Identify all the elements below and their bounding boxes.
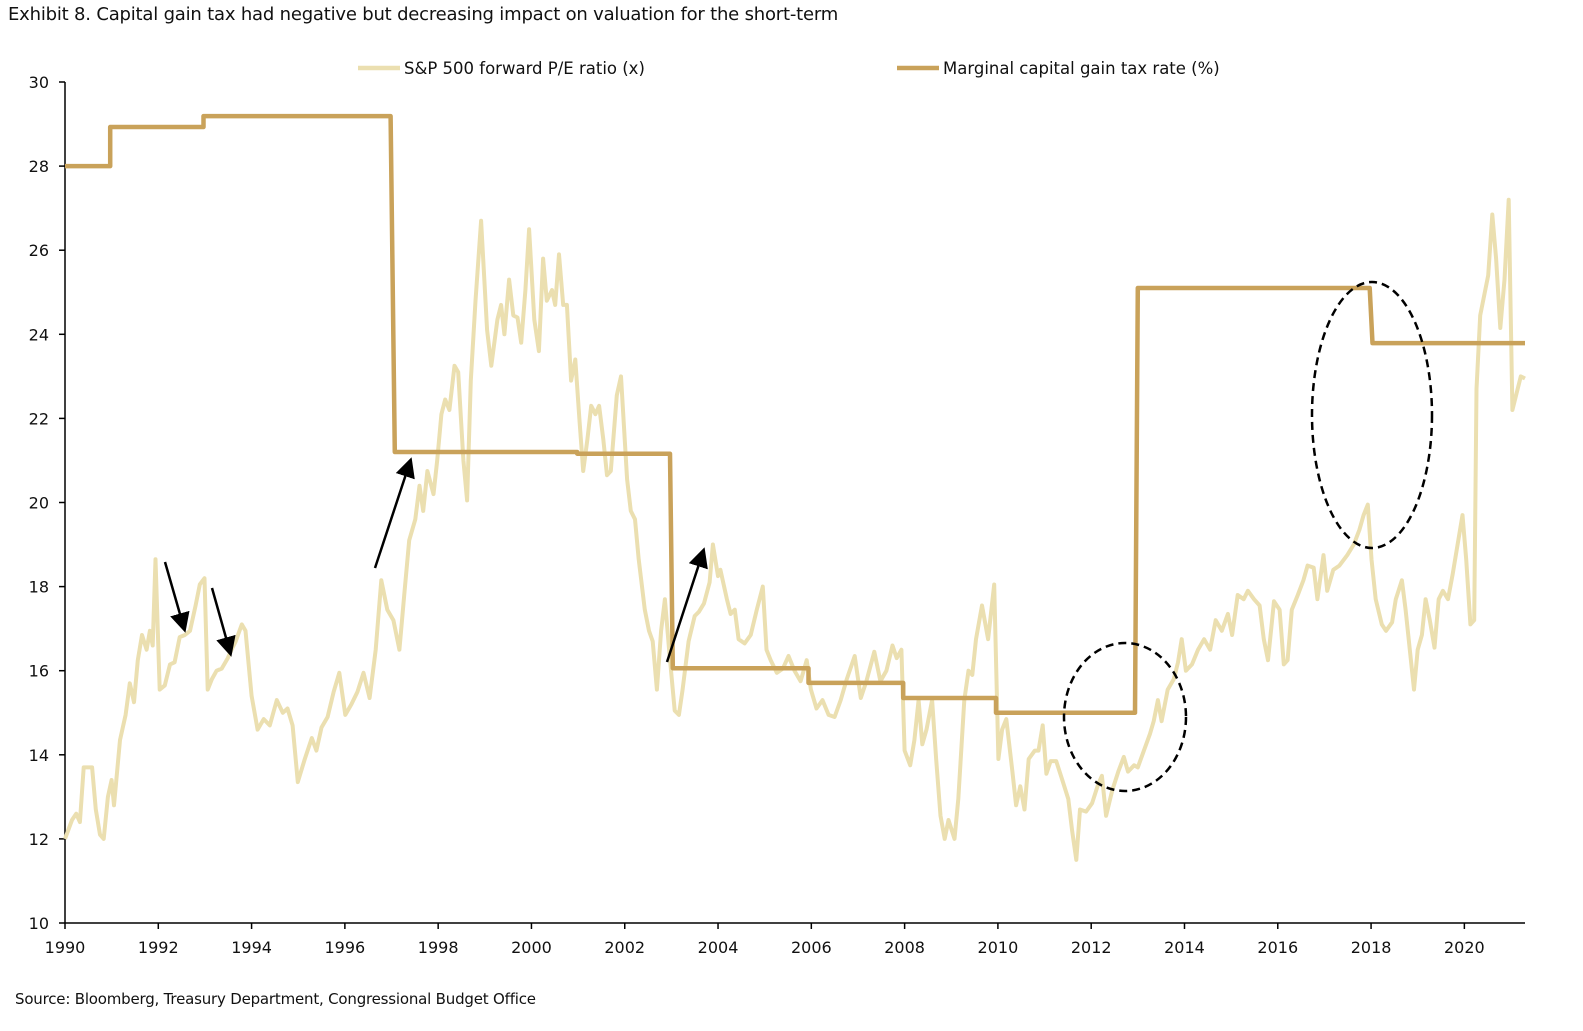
x-tick-label: 1992 xyxy=(138,938,179,957)
chart-title: Exhibit 8. Capital gain tax had negative… xyxy=(8,4,839,25)
legend-label-1: S&P 500 forward P/E ratio (x) xyxy=(404,59,645,78)
source-note: Source: Bloomberg, Treasury Department, … xyxy=(15,990,536,1008)
y-tick-label: 12 xyxy=(29,830,49,849)
annotation-arrow xyxy=(163,561,190,633)
y-tick-label: 10 xyxy=(29,914,49,933)
y-tick-label: 26 xyxy=(29,241,49,260)
x-tick-label: 2014 xyxy=(1164,938,1205,957)
legend-label-2: Marginal capital gain tax rate (%) xyxy=(943,59,1220,78)
x-tick-label: 1996 xyxy=(325,938,366,957)
pe-ratio-line xyxy=(63,197,1526,862)
x-tick-label: 2006 xyxy=(791,938,832,957)
x-tick-label: 1998 xyxy=(418,938,459,957)
annotation-arrow xyxy=(210,587,236,657)
x-tick-label: 2012 xyxy=(1071,938,1112,957)
y-tick-label: 24 xyxy=(29,325,49,344)
annotation-arrow xyxy=(665,547,708,663)
y-tick-label: 14 xyxy=(29,746,49,765)
x-tick-label: 2016 xyxy=(1257,938,1298,957)
x-tick-label: 1994 xyxy=(231,938,272,957)
x-tick-label: 2020 xyxy=(1444,938,1485,957)
x-tick-label: 2010 xyxy=(978,938,1019,957)
y-tick-label: 30 xyxy=(29,73,49,92)
x-tick-label: 2004 xyxy=(698,938,739,957)
y-tick-label: 28 xyxy=(29,157,49,176)
x-tick-label: 2002 xyxy=(604,938,645,957)
x-tick-label: 2018 xyxy=(1351,938,1392,957)
x-tick-label: 2000 xyxy=(511,938,552,957)
y-tick-label: 18 xyxy=(29,578,49,597)
annotation-ellipse xyxy=(1062,641,1188,793)
y-tick-label: 16 xyxy=(29,662,49,681)
tax-rate-line xyxy=(65,113,1525,716)
annotation-arrow xyxy=(373,457,415,569)
annotation-ellipse xyxy=(1310,280,1434,550)
x-tick-label: 2008 xyxy=(884,938,925,957)
x-tick-label: 1990 xyxy=(45,938,86,957)
y-tick-label: 22 xyxy=(29,409,49,428)
y-tick-label: 20 xyxy=(29,494,49,513)
